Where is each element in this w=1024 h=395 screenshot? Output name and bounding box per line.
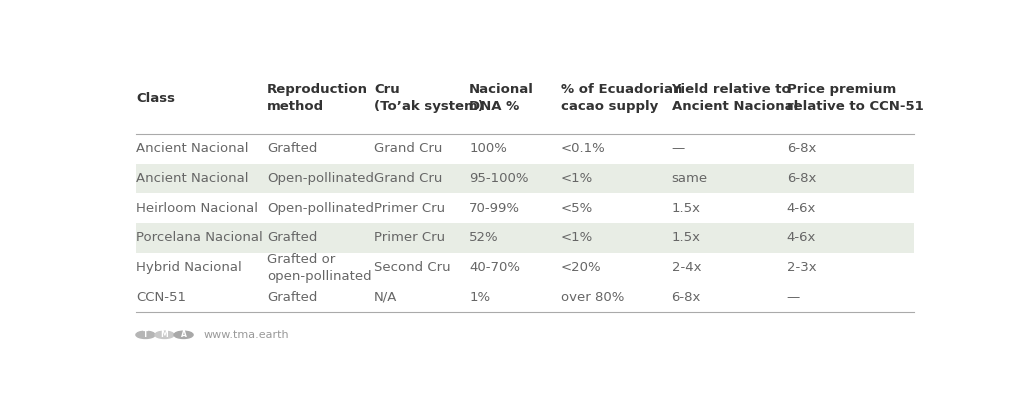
Text: Grafted: Grafted [267, 231, 317, 245]
Text: 1.5x: 1.5x [672, 231, 700, 245]
Text: <5%: <5% [560, 202, 593, 215]
Text: % of Ecuadorian
cacao supply: % of Ecuadorian cacao supply [560, 83, 682, 113]
Text: over 80%: over 80% [560, 291, 624, 304]
Text: 95-100%: 95-100% [469, 172, 528, 185]
Text: Nacional
DNA %: Nacional DNA % [469, 83, 535, 113]
Text: 40-70%: 40-70% [469, 261, 520, 274]
Text: Cru
(To’ak system): Cru (To’ak system) [374, 83, 484, 113]
Text: 100%: 100% [469, 143, 507, 155]
Text: —: — [672, 143, 685, 155]
Text: 2-3x: 2-3x [786, 261, 816, 274]
Text: <1%: <1% [560, 231, 593, 245]
Text: Ancient Nacional: Ancient Nacional [136, 143, 249, 155]
Text: Hybrid Nacional: Hybrid Nacional [136, 261, 242, 274]
Text: 52%: 52% [469, 231, 499, 245]
Text: Ancient Nacional: Ancient Nacional [136, 172, 249, 185]
Text: Class: Class [136, 92, 175, 105]
Circle shape [174, 331, 194, 339]
Text: Grafted or
open-pollinated: Grafted or open-pollinated [267, 252, 372, 282]
Text: Reproduction
method: Reproduction method [267, 83, 368, 113]
Text: M: M [161, 330, 168, 339]
Text: same: same [672, 172, 708, 185]
Text: 4-6x: 4-6x [786, 202, 816, 215]
Text: 1.5x: 1.5x [672, 202, 700, 215]
Circle shape [155, 331, 174, 339]
Bar [136, 164, 913, 194]
Text: 70-99%: 70-99% [469, 202, 520, 215]
Text: Grafted: Grafted [267, 291, 317, 304]
Text: Grafted: Grafted [267, 143, 317, 155]
Text: Price premium
relative to CCN-51: Price premium relative to CCN-51 [786, 83, 924, 113]
Text: —: — [786, 291, 800, 304]
Text: Grand Cru: Grand Cru [374, 143, 442, 155]
Circle shape [136, 331, 155, 339]
Text: 6-8x: 6-8x [786, 143, 816, 155]
Text: Open-pollinated: Open-pollinated [267, 172, 374, 185]
Text: Second Cru: Second Cru [374, 261, 451, 274]
Bar [136, 223, 913, 253]
Text: Porcelana Nacional: Porcelana Nacional [136, 231, 263, 245]
Text: CCN-51: CCN-51 [136, 291, 186, 304]
Text: N/A: N/A [374, 291, 397, 304]
Text: www.tma.earth: www.tma.earth [204, 330, 289, 340]
Text: 4-6x: 4-6x [786, 231, 816, 245]
Text: <20%: <20% [560, 261, 601, 274]
Text: Open-pollinated: Open-pollinated [267, 202, 374, 215]
Text: T: T [142, 330, 148, 339]
Text: Primer Cru: Primer Cru [374, 231, 445, 245]
Text: <0.1%: <0.1% [560, 143, 605, 155]
Text: 2-4x: 2-4x [672, 261, 701, 274]
Text: Heirloom Nacional: Heirloom Nacional [136, 202, 258, 215]
Text: <1%: <1% [560, 172, 593, 185]
Text: A: A [180, 330, 186, 339]
Text: 1%: 1% [469, 291, 490, 304]
Text: Grand Cru: Grand Cru [374, 172, 442, 185]
Text: Yield relative to
Ancient Nacional: Yield relative to Ancient Nacional [672, 83, 798, 113]
Text: Primer Cru: Primer Cru [374, 202, 445, 215]
Text: 6-8x: 6-8x [672, 291, 701, 304]
Text: 6-8x: 6-8x [786, 172, 816, 185]
